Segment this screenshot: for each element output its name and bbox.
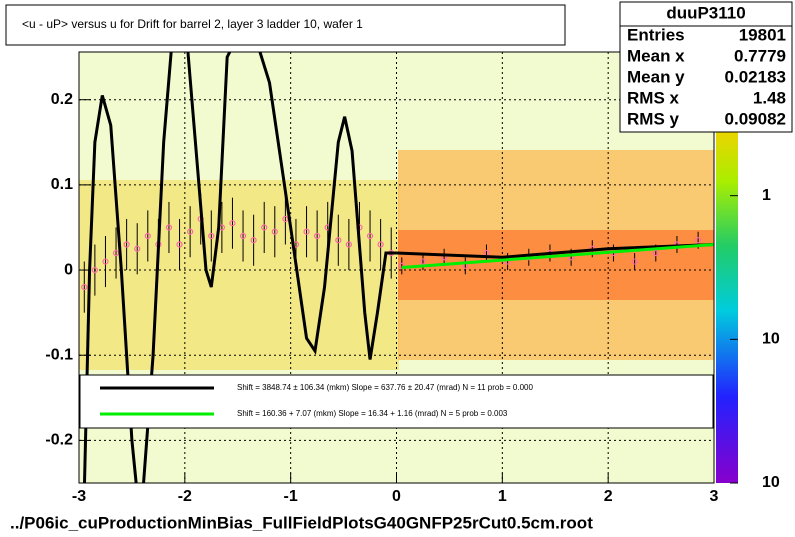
profile-point: [123, 241, 130, 248]
profile-point: [229, 220, 236, 227]
stats-box: [619, 1, 793, 133]
stats-value: 0.09082: [725, 109, 786, 128]
plot-layer: [79, 52, 714, 483]
profile-point: [102, 258, 109, 265]
stats-value: 19801: [739, 25, 786, 44]
profile-point: [112, 249, 120, 257]
stats-label: Mean x: [627, 46, 685, 65]
profile-point: [176, 241, 183, 248]
profile-point: [631, 258, 638, 265]
y-tick-label: 0.1: [51, 176, 73, 193]
stats-label: RMS x: [627, 88, 680, 107]
profile-point: [165, 224, 173, 231]
profile-point: [250, 237, 257, 244]
profile-point: [91, 266, 98, 274]
profile-point: [187, 228, 194, 235]
x-tick-label: 2: [604, 488, 613, 505]
profile-point: [695, 237, 702, 244]
profile-point: [377, 241, 384, 248]
fit-line: [82, 52, 714, 483]
x-tick-label: 3: [710, 488, 719, 505]
stats-label: RMS y: [627, 109, 680, 128]
profile-point: [261, 224, 268, 231]
stats-label: Mean y: [627, 67, 685, 86]
x-tick-label: 1: [498, 488, 507, 505]
stats-value: 1.48: [753, 88, 786, 107]
stats-value: 0.7779: [734, 46, 786, 65]
y-tick-label: -0.2: [45, 432, 73, 449]
x-tick-label: 0: [392, 488, 401, 505]
profile-point: [652, 249, 659, 257]
profile-point: [366, 232, 374, 240]
profile-point: [239, 232, 247, 240]
profile-point: [345, 241, 352, 248]
profile-point: [144, 232, 151, 240]
x-tick-label: -1: [284, 488, 298, 505]
legend-label: Shift = 3848.74 ± 106.34 (mkm) Slope = 6…: [237, 383, 533, 392]
y-tick-label: -0.1: [45, 346, 73, 363]
stats-value: 0.02183: [725, 67, 786, 86]
x-tick-label: -3: [72, 488, 86, 505]
profile-point: [303, 228, 310, 235]
legend-box: [79, 374, 714, 429]
stats-label: Entries: [627, 25, 685, 44]
z-tick-label: 10: [762, 474, 780, 491]
profile-point: [314, 232, 321, 240]
profile-point: [81, 283, 88, 291]
profile-point: [282, 215, 289, 223]
y-tick-label: 0.2: [51, 91, 73, 108]
profile-point: [419, 258, 427, 265]
chart-title: <u - uP> versus u for Drift for barrel 2…: [22, 17, 363, 31]
x-tick-label: -2: [178, 488, 192, 505]
z-tick-label: 1: [762, 187, 771, 204]
y-tick-label: 0: [64, 261, 73, 278]
title-box: [5, 4, 566, 46]
profile-point: [398, 262, 405, 269]
stats-title: duuP3110: [666, 3, 745, 22]
profile-point: [134, 245, 141, 252]
profile-point: [208, 232, 215, 240]
profile-point: [271, 228, 278, 235]
footer: ../P06ic_cuProductionMinBias_FullFieldPl…: [10, 513, 593, 532]
color-palette: [716, 52, 738, 483]
profile-point: [335, 237, 342, 244]
legend-label: Shift = 160.36 + 7.07 (mkm) Slope = 16.3…: [237, 409, 508, 418]
z-tick-label: 10: [762, 331, 780, 348]
fit-line: [401, 243, 714, 269]
